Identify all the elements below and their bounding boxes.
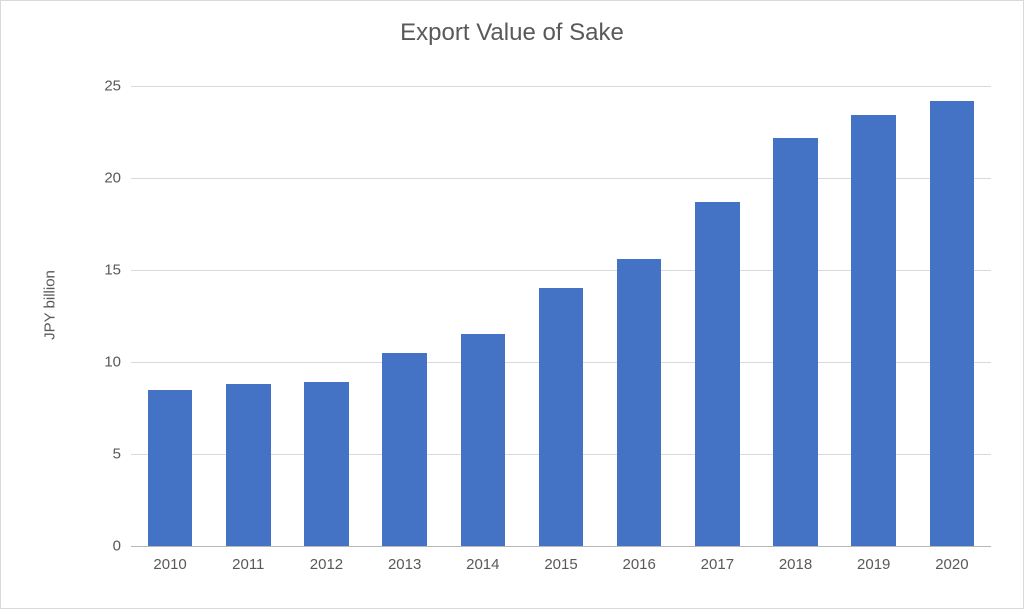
x-tick-label: 2016 [622,556,655,573]
y-tick-label: 0 [113,538,121,555]
y-tick-label: 25 [104,78,121,95]
bar [851,115,896,546]
bar [695,202,740,546]
x-tick-label: 2015 [544,556,577,573]
x-tick-label: 2013 [388,556,421,573]
bar [148,390,193,546]
x-tick-label: 2019 [857,556,890,573]
y-tick-label: 15 [104,262,121,279]
x-tick-label: 2014 [466,556,499,573]
gridline [131,546,991,547]
plot-area: 0510152025201020112012201320142015201620… [131,86,991,546]
chart-title: Export Value of Sake [1,19,1023,47]
bar [382,353,427,546]
x-tick-label: 2017 [701,556,734,573]
x-tick-label: 2010 [153,556,186,573]
bar [617,259,662,546]
bar [304,382,349,546]
bar [226,384,271,546]
x-tick-label: 2012 [310,556,343,573]
x-tick-label: 2020 [935,556,968,573]
x-tick-label: 2018 [779,556,812,573]
y-axis-label: JPY billion [41,270,58,340]
bar [930,101,975,546]
chart-container: Export Value of Sake JPY billion 0510152… [0,0,1024,609]
bar [773,138,818,546]
y-tick-label: 20 [104,170,121,187]
x-tick-label: 2011 [232,556,264,573]
gridline [131,86,991,87]
y-tick-label: 5 [113,446,121,463]
bar [539,288,584,546]
bar [461,334,506,546]
y-tick-label: 10 [104,354,121,371]
